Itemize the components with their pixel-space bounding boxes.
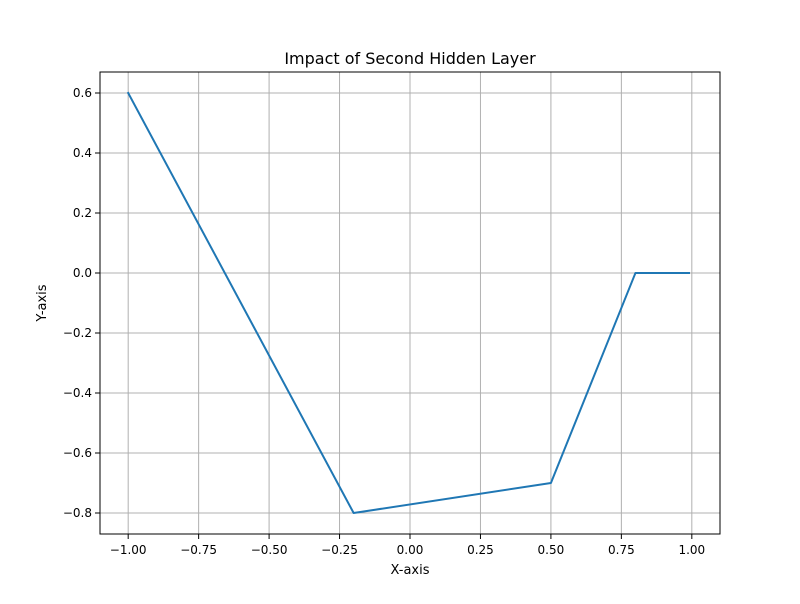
y-tick-label: 0.6 xyxy=(73,86,92,100)
x-axis-label: X-axis xyxy=(391,563,430,578)
y-tick-label: −0.8 xyxy=(63,506,92,520)
x-tick-label: 1.00 xyxy=(678,543,705,557)
x-tick-label: −1.00 xyxy=(110,543,147,557)
x-tick-label: 0.00 xyxy=(397,543,424,557)
series-lines xyxy=(126,91,690,514)
series-line xyxy=(126,91,690,514)
x-tick-label: −0.75 xyxy=(180,543,217,557)
y-tick-label: −0.6 xyxy=(63,446,92,460)
y-axis-label: Y-axis xyxy=(35,284,50,322)
y-tick-label: 0.2 xyxy=(73,206,92,220)
y-tick-label: 0.4 xyxy=(73,146,92,160)
y-tick-label: −0.4 xyxy=(63,386,92,400)
x-tick-label: −0.25 xyxy=(321,543,358,557)
x-axis-ticks: −1.00 −0.75 −0.50 −0.25 0.00 0.25 0.50 0.75 1.00 xyxy=(110,534,705,557)
x-tick-label: 0.50 xyxy=(538,543,565,557)
x-tick-label: 0.75 xyxy=(608,543,635,557)
x-tick-label: −0.50 xyxy=(251,543,288,557)
chart-title: Impact of Second Hidden Layer xyxy=(284,49,536,68)
y-tick-label: −0.2 xyxy=(63,326,92,340)
y-tick-label: 0.0 xyxy=(73,266,92,280)
x-tick-label: 0.25 xyxy=(467,543,494,557)
y-axis-ticks: 0.6 0.4 0.2 0.0 −0.2 −0.4 −0.6 −0.8 xyxy=(63,86,100,520)
grid xyxy=(100,72,720,534)
